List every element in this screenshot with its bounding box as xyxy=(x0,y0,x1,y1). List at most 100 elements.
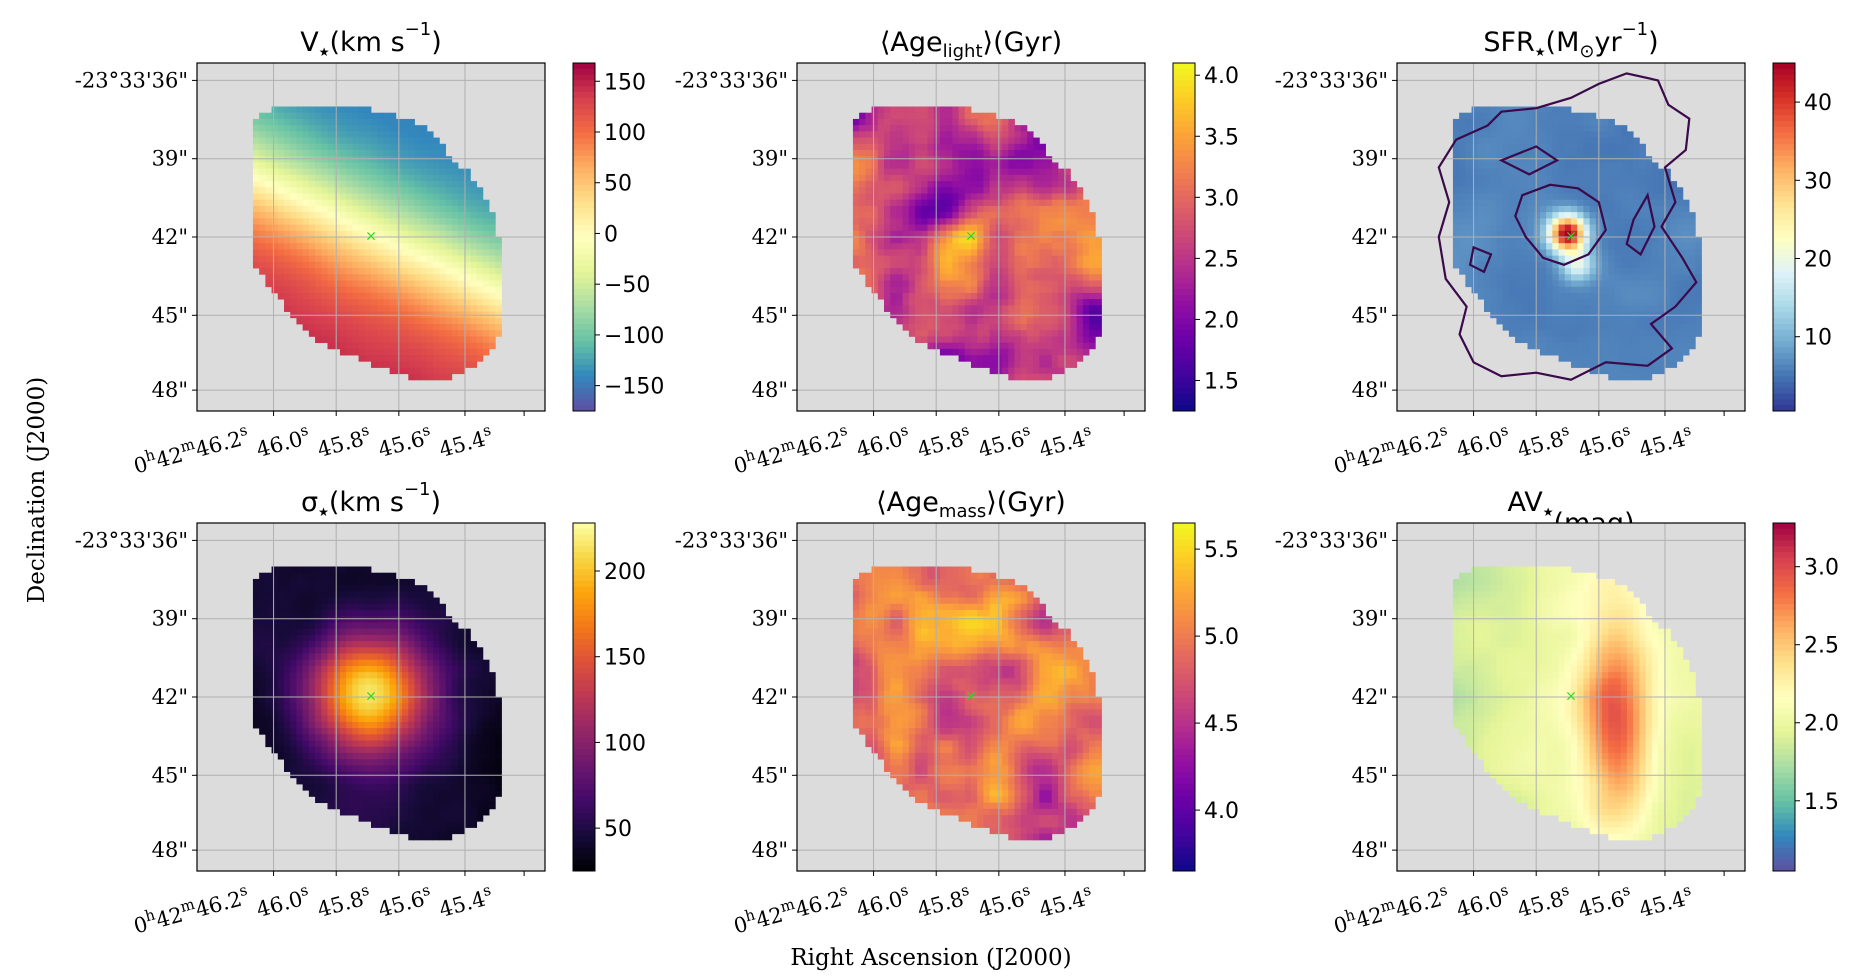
heatmap-cell xyxy=(1452,205,1460,213)
heatmap-cell xyxy=(1515,224,1522,232)
heatmap-cell xyxy=(1095,255,1102,263)
heatmap-cell xyxy=(1558,131,1566,138)
heatmap-cell xyxy=(877,143,885,151)
heatmap-cell xyxy=(1033,274,1040,281)
heatmap-cell xyxy=(958,330,966,337)
heatmap-cell xyxy=(414,162,422,170)
heatmap-cell xyxy=(358,218,366,225)
heatmap-cell xyxy=(1045,162,1053,170)
heatmap-cell xyxy=(458,212,465,219)
colorbar-segment xyxy=(1173,248,1195,255)
heatmap-cell xyxy=(896,268,904,275)
heatmap-cell xyxy=(1614,255,1622,263)
heatmap-cell xyxy=(1008,317,1015,325)
heatmap-cell xyxy=(1508,299,1516,306)
heatmap-cell xyxy=(277,112,285,120)
heatmap-cell xyxy=(402,212,409,219)
heatmap-cell xyxy=(977,187,984,194)
heatmap-cell xyxy=(1571,218,1578,225)
heatmap-cell xyxy=(1502,224,1510,232)
heatmap-cell xyxy=(339,292,347,300)
heatmap-cell xyxy=(259,156,266,163)
heatmap-cell xyxy=(1676,274,1684,281)
heatmap-cell xyxy=(1651,255,1659,263)
heatmap-cell xyxy=(290,156,297,163)
heatmap-cell xyxy=(1558,286,1566,294)
heatmap-cell xyxy=(451,205,459,213)
heatmap-cell xyxy=(433,286,440,294)
heatmap-cell xyxy=(383,230,391,238)
heatmap-cell xyxy=(1664,336,1671,344)
heatmap-cell xyxy=(1552,324,1559,331)
heatmap-cell xyxy=(352,330,359,337)
heatmap-cell xyxy=(971,218,978,225)
heatmap-cell xyxy=(1058,199,1065,207)
heatmap-cell xyxy=(259,585,266,592)
heatmap-cell xyxy=(1639,249,1646,257)
heatmap-cell xyxy=(890,292,897,300)
heatmap-cell xyxy=(1496,205,1504,213)
heatmap-cell xyxy=(408,336,415,344)
heatmap-cell xyxy=(383,616,391,623)
heatmap-cell xyxy=(1014,174,1022,182)
heatmap-cell xyxy=(971,305,978,312)
heatmap-cell xyxy=(1620,274,1628,281)
heatmap-cell xyxy=(1058,181,1065,188)
heatmap-cell xyxy=(439,367,446,375)
heatmap-cell xyxy=(946,249,953,257)
heatmap-cell xyxy=(346,628,353,636)
heatmap-cell xyxy=(1633,292,1640,300)
heatmap-cell xyxy=(1539,199,1547,207)
heatmap-cell xyxy=(1633,181,1640,188)
heatmap-cell xyxy=(371,317,378,325)
heatmap-cell xyxy=(408,168,415,176)
heatmap-cell xyxy=(1589,174,1597,182)
heatmap-cell xyxy=(1645,168,1653,176)
heatmap-cell xyxy=(1639,367,1646,375)
heatmap-cell xyxy=(1064,255,1071,263)
heatmap-cell xyxy=(971,199,978,207)
heatmap-cell xyxy=(426,299,434,306)
heatmap-cell xyxy=(439,292,446,300)
heatmap-cell xyxy=(1490,193,1497,201)
heatmap-cell xyxy=(476,317,484,325)
heatmap-cell xyxy=(1508,330,1516,337)
heatmap-cell xyxy=(315,268,322,275)
heatmap-cell xyxy=(1577,305,1584,312)
heatmap-cell xyxy=(1484,286,1491,294)
heatmap-cell xyxy=(252,168,260,176)
heatmap-cell xyxy=(1651,342,1659,350)
heatmap-cell xyxy=(383,131,391,138)
ra-tick-label: 45.6s xyxy=(975,421,1035,462)
heatmap-cell xyxy=(989,361,997,368)
heatmap-cell xyxy=(946,224,953,232)
heatmap-cell xyxy=(358,280,366,288)
heatmap-cell xyxy=(1608,205,1615,213)
heatmap-cell xyxy=(1008,255,1015,263)
heatmap-cell xyxy=(1471,224,1479,232)
heatmap-cell xyxy=(877,118,885,126)
heatmap-cell xyxy=(1658,199,1665,207)
heatmap-cell xyxy=(346,106,353,114)
heatmap-cell xyxy=(1051,212,1059,219)
heatmap-cell xyxy=(470,299,478,306)
heatmap-cell xyxy=(1682,212,1690,219)
heatmap-cell xyxy=(1676,324,1684,331)
heatmap-cell xyxy=(1459,237,1466,244)
heatmap-cell xyxy=(859,168,866,176)
heatmap-cell xyxy=(1033,218,1040,225)
heatmap-cell xyxy=(915,218,922,225)
heatmap-cell xyxy=(1496,125,1504,132)
heatmap-cell xyxy=(1608,336,1615,344)
heatmap-cell xyxy=(377,317,384,325)
heatmap-cell xyxy=(470,193,478,201)
title-part: ★ xyxy=(318,505,329,519)
heatmap-cell xyxy=(1670,218,1678,225)
heatmap-cell xyxy=(971,261,978,269)
heatmap-cell xyxy=(439,168,446,176)
heatmap-cell xyxy=(927,106,935,114)
heatmap-cell xyxy=(1521,268,1528,275)
heatmap-cell xyxy=(958,181,966,188)
heatmap-cell xyxy=(1645,355,1653,362)
heatmap-cell xyxy=(1020,261,1028,269)
